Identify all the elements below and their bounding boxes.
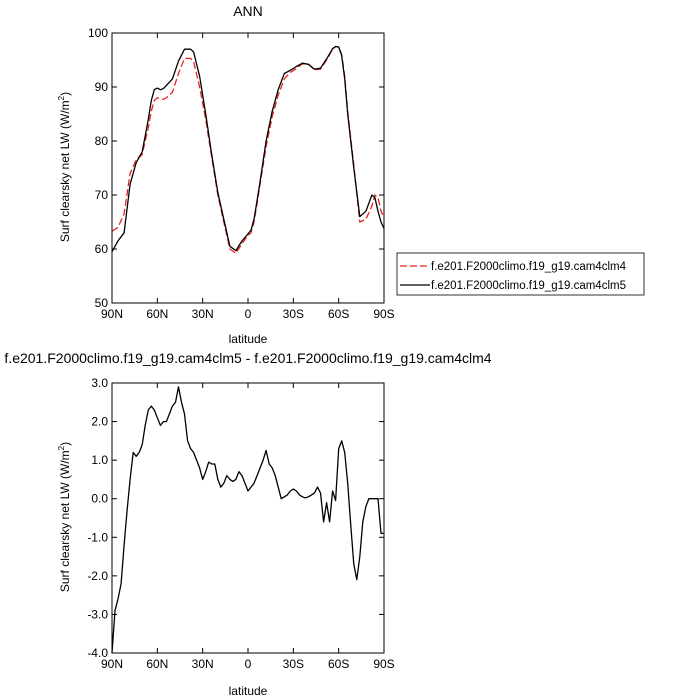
bottom-chart-ytick-label: 0.0 — [91, 492, 108, 506]
top-chart-xtick-label: 90N — [101, 307, 123, 321]
top-chart-xtick-label: 60S — [328, 307, 349, 321]
top-chart-xtick-label: 0 — [245, 307, 252, 321]
bottom-chart-ytick-label: 3.0 — [91, 376, 108, 390]
bottom-chart-xtick-label: 0 — [245, 657, 252, 671]
bottom-chart-xtick-label: 90N — [101, 657, 123, 671]
top-chart-series-line-0 — [111, 45, 385, 254]
top-chart-ytick-label: 50 — [95, 296, 109, 310]
top-chart-ylabel-sup: 2 — [57, 95, 66, 100]
top-chart-xtick-label: 30N — [192, 307, 214, 321]
bottom-chart-ylabel-sup: 2 — [57, 445, 66, 450]
bottom-chart-ylabel-close: ) — [58, 442, 72, 446]
top-chart-xtick-label: 90S — [373, 307, 394, 321]
bottom-chart-title: f.e201.F2000climo.f19_g19.cam4clm5 - f.e… — [4, 350, 491, 366]
top-chart-ytick-label: 70 — [95, 188, 109, 202]
top-chart-ytick-label: 100 — [88, 26, 108, 40]
top-chart-series-line-1 — [111, 45, 385, 253]
top-chart-ylabel-close: ) — [58, 92, 72, 96]
top-chart-ytick-label: 60 — [95, 242, 109, 256]
bottom-chart-ytick-label: -4.0 — [87, 646, 108, 660]
legend-frame — [396, 252, 645, 296]
bottom-chart-frame — [111, 382, 385, 654]
bottom-chart-xtick-label: 30N — [192, 657, 214, 671]
bottom-chart-xtick-label: 60N — [146, 657, 168, 671]
bottom-chart-xtick-label: 60S — [328, 657, 349, 671]
legend: f.e201.F2000climo.f19_g19.cam4clm4 f.e20… — [396, 252, 645, 296]
legend-label-clm5: f.e201.F2000climo.f19_g19.cam4clm5 — [431, 280, 626, 292]
top-chart-ytick-label: 90 — [95, 80, 109, 94]
bottom-chart-ytick-label: 2.0 — [91, 415, 108, 429]
legend-label-clm4: f.e201.F2000climo.f19_g19.cam4clm4 — [431, 261, 627, 273]
bottom-chart-ylabel: Surf clearsky net LW (W/m2) — [57, 442, 72, 592]
top-chart-xtick-label: 60N — [146, 307, 168, 321]
bottom-chart-plot: -4.0 -3.0 -2.0 -1.0 0.0 1.0 2.0 3.0 90N 60N 30N 0 30… — [87, 376, 394, 671]
bottom-chart-ytick-label: 1.0 — [91, 453, 108, 467]
bottom-chart-ytick-label: -3.0 — [87, 607, 108, 621]
top-chart-frame — [111, 32, 385, 304]
top-chart-ytick-label: 80 — [95, 134, 109, 148]
bottom-chart-xtick-label: 30S — [283, 657, 304, 671]
top-chart-title: ANN — [233, 3, 263, 19]
bottom-chart-xtick-label: 90S — [373, 657, 394, 671]
bottom-chart-ytick-label: -2.0 — [87, 569, 108, 583]
bottom-chart-ylabel-main: Surf clearsky net LW (W/m — [58, 450, 72, 592]
top-chart-plot: 50 60 70 80 90 100 90N 60N 30N 0 30S 60S 90S — [88, 26, 395, 321]
top-chart-ylabel: Surf clearsky net LW (W/m2) — [57, 92, 72, 242]
top-chart-xtick-label: 30S — [283, 307, 304, 321]
bottom-chart-series-line-0 — [111, 386, 384, 654]
bottom-chart-ytick-label: -1.0 — [87, 530, 108, 544]
top-chart-ylabel-main: Surf clearsky net LW (W/m — [58, 100, 72, 242]
top-chart-xlabel: latitude — [229, 332, 268, 346]
bottom-chart-xlabel: latitude — [229, 684, 268, 698]
